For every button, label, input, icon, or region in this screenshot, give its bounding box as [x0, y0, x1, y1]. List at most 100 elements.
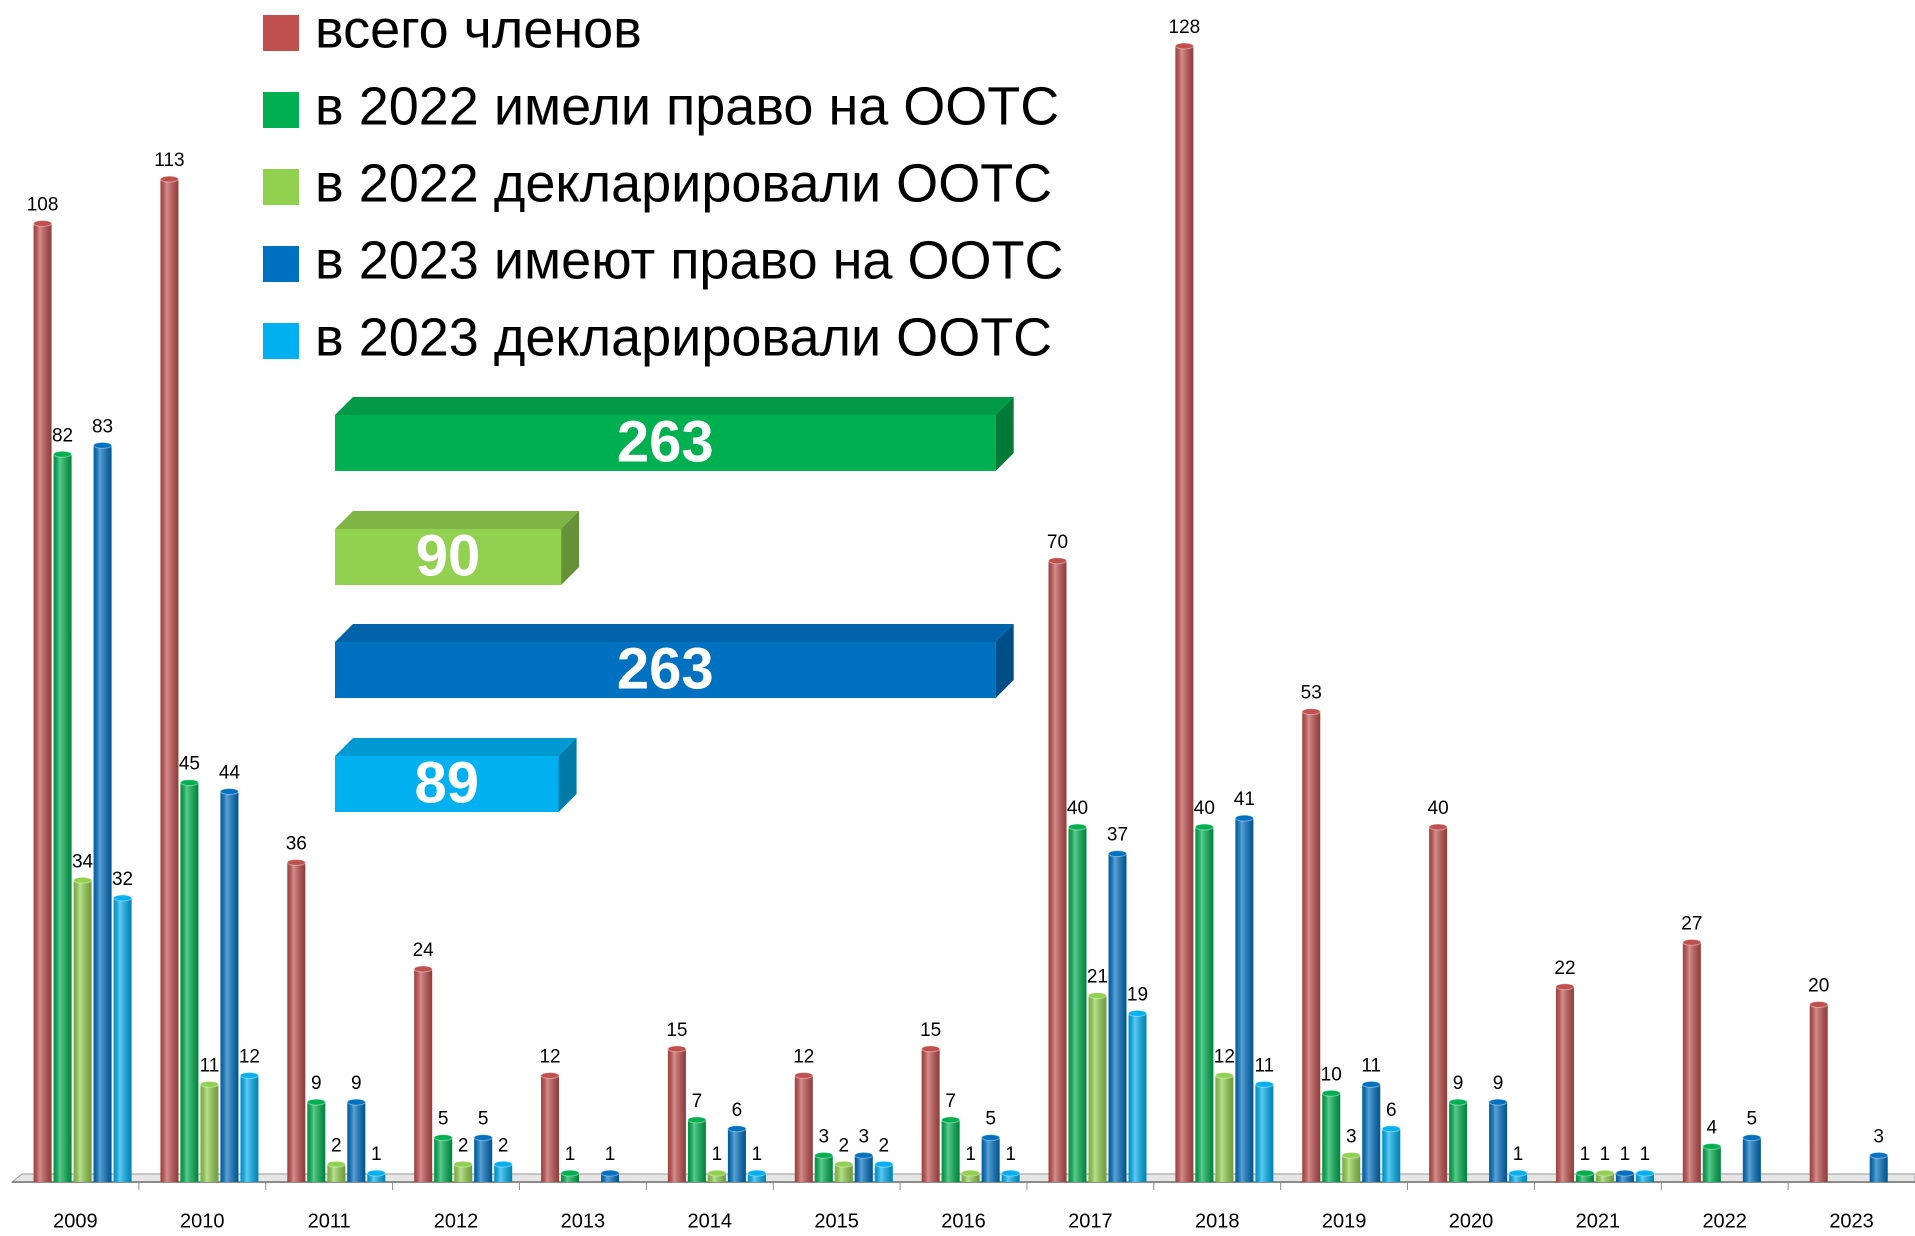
value-label: 12 [239, 1047, 260, 1068]
bar-shine [33, 223, 52, 1182]
value-label: 7 [945, 1091, 956, 1112]
value-label: 12 [1214, 1047, 1235, 1068]
bar-shine [1342, 1155, 1361, 1182]
bar-shine [113, 898, 132, 1182]
bar-cap [961, 1169, 981, 1177]
bar-cap [1488, 1098, 1508, 1106]
legend-label: всего членов [315, 0, 642, 59]
bar-shine [1575, 1173, 1594, 1182]
value-label: 44 [219, 763, 241, 784]
value-label: 45 [179, 754, 200, 775]
total-bar-top-shade [335, 511, 580, 529]
value-label: 2 [331, 1135, 342, 1156]
bar-shine [474, 1137, 493, 1182]
bar-cap [1128, 1009, 1148, 1017]
x-tick-label: 2011 [308, 1210, 351, 1232]
total-bar-side-shade [561, 511, 580, 585]
bar-shine [1489, 1102, 1508, 1182]
bar-cap [159, 175, 179, 183]
value-label: 11 [1361, 1055, 1381, 1076]
x-tick-label: 2010 [180, 1210, 225, 1232]
x-tick-label: 2020 [1449, 1210, 1494, 1232]
legend-swatch [263, 169, 299, 205]
value-label: 15 [920, 1020, 941, 1041]
value-label: 7 [692, 1091, 703, 1112]
value-label: 5 [478, 1109, 489, 1130]
value-label: 4 [1707, 1118, 1718, 1139]
bar-cap [433, 1134, 453, 1142]
bar-cap [941, 1116, 961, 1124]
bar-shine [1555, 986, 1574, 1182]
bar-shine [1509, 1173, 1528, 1182]
bar-shine [834, 1164, 853, 1182]
bar-shine [814, 1155, 833, 1182]
x-tick-label: 2018 [1195, 1210, 1240, 1232]
bar-shine [1235, 818, 1254, 1182]
bar-cap [493, 1160, 513, 1168]
bar-shine [667, 1048, 686, 1182]
total-bar-top-shade [335, 738, 577, 756]
bar-cap [326, 1160, 346, 1168]
legend-swatch [263, 92, 299, 128]
legend-swatch [263, 15, 299, 51]
value-label: 37 [1107, 825, 1128, 846]
bar-shine [1595, 1173, 1614, 1182]
value-label: 82 [52, 425, 73, 446]
total-bar-side [561, 511, 580, 585]
bar-shine [1635, 1173, 1654, 1182]
value-label: 24 [413, 940, 435, 961]
value-label: 1 [565, 1144, 576, 1165]
bar-cap [1381, 1125, 1401, 1133]
bar-cap [1428, 823, 1448, 831]
bar-shine [921, 1048, 940, 1182]
bar-shine [1682, 942, 1701, 1182]
bar-cap [1108, 850, 1128, 858]
x-tick-label: 2012 [434, 1210, 479, 1232]
x-tick-label: 2009 [53, 1210, 98, 1232]
value-label: 1 [1513, 1144, 1524, 1165]
value-label: 5 [1747, 1109, 1758, 1130]
bar-shine [200, 1084, 219, 1182]
value-label: 41 [1234, 789, 1255, 810]
bar-shine [1195, 827, 1214, 1182]
value-label: 11 [1255, 1055, 1275, 1076]
value-label: 1 [1620, 1144, 1631, 1165]
value-label: 22 [1554, 958, 1575, 979]
value-label: 113 [154, 150, 184, 171]
bar-shine [307, 1102, 326, 1182]
value-label: 3 [818, 1126, 829, 1147]
bar-cap [1809, 1001, 1829, 1008]
bar-cap [286, 859, 306, 866]
value-label: 32 [112, 869, 133, 890]
total-bar-top [335, 511, 580, 529]
bar-cap [1174, 42, 1194, 50]
bar-shine [541, 1075, 560, 1182]
value-label: 2 [838, 1135, 849, 1156]
bar-shine [1088, 995, 1107, 1182]
bar-cap [600, 1169, 620, 1177]
value-label: 83 [92, 416, 113, 437]
bar-shine [1429, 827, 1448, 1182]
bar-cap [346, 1098, 366, 1106]
bar-cap [33, 220, 53, 227]
bar-shine [160, 179, 179, 1182]
bar-cap [854, 1151, 874, 1159]
bar-shine [1175, 46, 1194, 1182]
bar-shine [874, 1164, 893, 1182]
value-label: 1 [965, 1144, 976, 1165]
bar-shine [1255, 1084, 1274, 1182]
value-label: 2 [878, 1135, 889, 1156]
bar-shine [93, 445, 112, 1182]
bar-cap [1682, 938, 1702, 946]
value-label: 11 [200, 1055, 220, 1076]
total-bar [335, 756, 559, 812]
bar-shine [1068, 827, 1087, 1182]
total-label: 89 [415, 750, 480, 815]
bar-cap [413, 965, 433, 973]
legend-swatch [263, 323, 299, 359]
total-bar-top [335, 397, 1014, 415]
total-bar-top-shade [335, 397, 1014, 415]
bar-cap [93, 441, 113, 449]
total-label: 263 [617, 409, 714, 474]
